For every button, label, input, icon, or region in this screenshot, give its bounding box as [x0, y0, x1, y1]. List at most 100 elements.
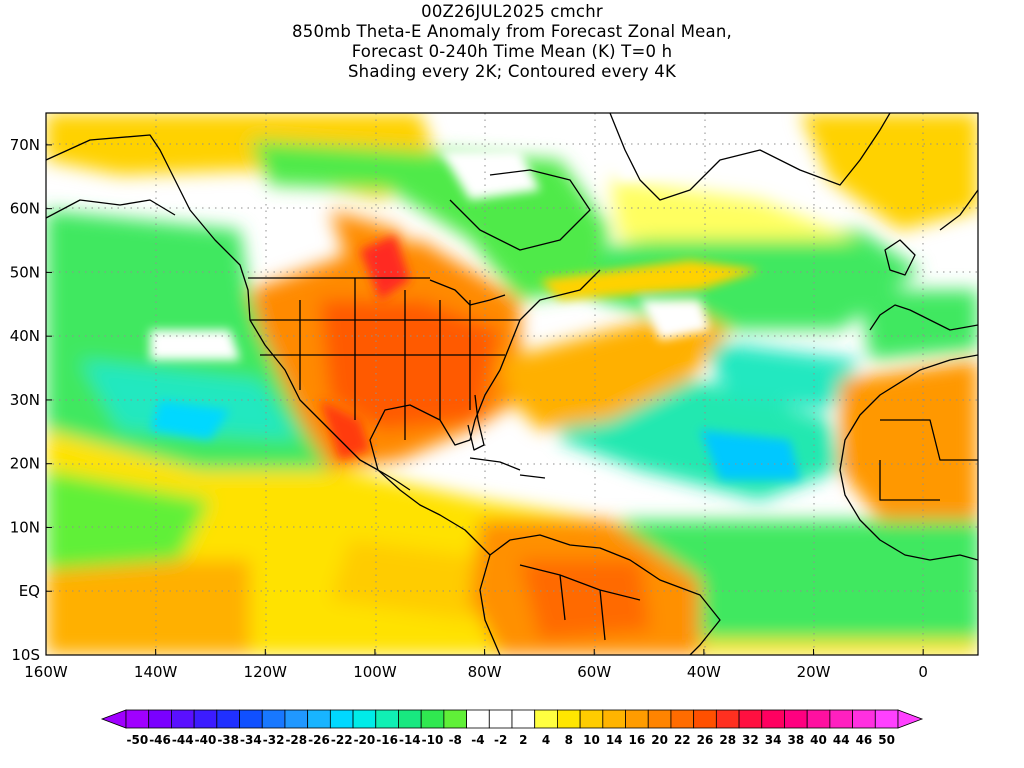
lon-tick-label: 160W	[24, 663, 68, 681]
colorbar-label: 38	[787, 733, 804, 747]
colorbar-swatch	[443, 709, 467, 729]
colorbar-label: -40	[195, 733, 217, 747]
lat-tick-label: 40N	[10, 327, 40, 345]
colorbar-label: -14	[399, 733, 421, 747]
colorbar-swatch	[806, 709, 831, 729]
colorbar-swatch	[829, 709, 853, 729]
colorbar-label: -10	[422, 733, 444, 747]
colorbar-swatch	[466, 709, 490, 729]
colorbar-low-arrow	[100, 709, 127, 729]
colorbar-label: -2	[494, 733, 507, 747]
colorbar-label: -32	[263, 733, 285, 747]
colorbar-swatch	[784, 709, 808, 729]
colorbar-swatch	[239, 709, 263, 729]
colorbar-swatch	[125, 709, 150, 729]
plot-frame	[45, 112, 979, 656]
colorbar-swatch	[148, 709, 172, 729]
colorbar-label: 46	[856, 733, 873, 747]
title-line-1: 00Z26JUL2025 cmchr	[421, 2, 603, 21]
colorbar-swatch	[375, 709, 399, 729]
title-line-3: Forecast 0-240h Time Mean (K) T=0 h	[351, 42, 673, 61]
colorbar-swatch	[511, 709, 536, 729]
colorbar-swatch	[488, 709, 513, 729]
colorbar-label: 50	[878, 733, 895, 747]
colorbar-swatch	[534, 709, 558, 729]
colorbar: -50 -46 -44 -40 -38 -34 -32 -28 -26 -22 -20 -16 -14-…	[100, 709, 924, 747]
lon-axis: 160W 140W 120W 100W 80W 60W 40W 20W 0	[24, 649, 928, 681]
lon-tick-label: 100W	[353, 663, 397, 681]
colorbar-label: 2	[519, 733, 527, 747]
coastlines	[46, 113, 978, 655]
colorbar-label: 40	[810, 733, 827, 747]
colorbar-label: -34	[240, 733, 262, 747]
colorbar-swatch	[625, 709, 649, 729]
colorbar-label: -26	[308, 733, 330, 747]
colorbar-label: -46	[149, 733, 171, 747]
colorbar-label: -8	[449, 733, 462, 747]
lat-tick-label: EQ	[19, 582, 40, 600]
colorbar-swatch	[261, 709, 286, 729]
colorbar-label: 34	[765, 733, 782, 747]
colorbar-label: 26	[697, 733, 714, 747]
colorbar-label: 20	[651, 733, 668, 747]
colorbar-label: -50	[127, 733, 149, 747]
lon-tick-label: 0	[918, 663, 928, 681]
colorbar-swatch	[647, 709, 672, 729]
lat-tick-label: 10N	[10, 518, 40, 536]
colorbar-swatch	[738, 709, 763, 729]
lon-tick-label: 60W	[577, 663, 611, 681]
lat-tick-label: 20N	[10, 455, 40, 473]
lon-tick-label: 140W	[134, 663, 178, 681]
colorbar-swatch	[284, 709, 309, 729]
lon-tick-label: 80W	[468, 663, 502, 681]
colorbar-label: -16	[376, 733, 398, 747]
colorbar-swatch	[557, 709, 581, 729]
colorbar-swatch	[352, 709, 377, 729]
lon-tick-label: 20W	[797, 663, 831, 681]
colorbar-swatch	[852, 709, 876, 729]
colorbar-swatch	[693, 709, 717, 729]
colorbar-swatch	[216, 709, 240, 729]
title-line-2: 850mb Theta-E Anomaly from Forecast Zona…	[292, 22, 732, 41]
anomaly-shading	[46, 113, 978, 655]
colorbar-label: 32	[742, 733, 759, 747]
colorbar-label: -38	[217, 733, 239, 747]
colorbar-swatch	[329, 709, 354, 729]
colorbar-swatch	[670, 709, 695, 729]
colorbar-swatch	[193, 709, 218, 729]
colorbar-label: -4	[471, 733, 484, 747]
lat-tick-label: 60N	[10, 200, 40, 218]
lon-tick-label: 120W	[244, 663, 288, 681]
colorbar-swatch	[579, 709, 604, 729]
colorbar-label: 44	[833, 733, 850, 747]
lat-tick-label: 70N	[10, 136, 40, 154]
lat-tick-label: 50N	[10, 263, 40, 281]
colorbar-swatch	[307, 709, 331, 729]
colorbar-label: -28	[285, 733, 307, 747]
colorbar-high-arrow	[897, 709, 924, 729]
colorbar-label: 8	[565, 733, 573, 747]
title-block: 00Z26JUL2025 cmchr 850mb Theta-E Anomaly…	[0, 2, 1024, 82]
lat-tick-label: 30N	[10, 391, 40, 409]
shading-broad-regions	[46, 113, 978, 655]
colorbar-label: -22	[331, 733, 353, 747]
colorbar-swatch	[398, 709, 422, 729]
colorbar-label: 16	[629, 733, 646, 747]
colorbar-label: -20	[354, 733, 376, 747]
lat-axis: 70N 60N 50N 40N 30N 20N 10N EQ 10S	[10, 136, 52, 664]
colorbar-label: 22	[674, 733, 691, 747]
colorbar-label: -44	[172, 733, 194, 747]
colorbar-label: 14	[606, 733, 623, 747]
title-line-4: Shading every 2K; Contoured every 4K	[347, 62, 677, 81]
lat-tick-label: 10S	[11, 646, 40, 664]
colorbar-label: 10	[583, 733, 600, 747]
colorbar-label: 28	[719, 733, 736, 747]
colorbar-swatch	[602, 709, 626, 729]
colorbar-swatch	[420, 709, 445, 729]
lon-tick-label: 40W	[687, 663, 721, 681]
colorbar-swatch	[761, 709, 785, 729]
colorbar-swatch	[171, 709, 195, 729]
colorbar-label: 4	[542, 733, 550, 747]
colorbar-swatch	[715, 709, 740, 729]
